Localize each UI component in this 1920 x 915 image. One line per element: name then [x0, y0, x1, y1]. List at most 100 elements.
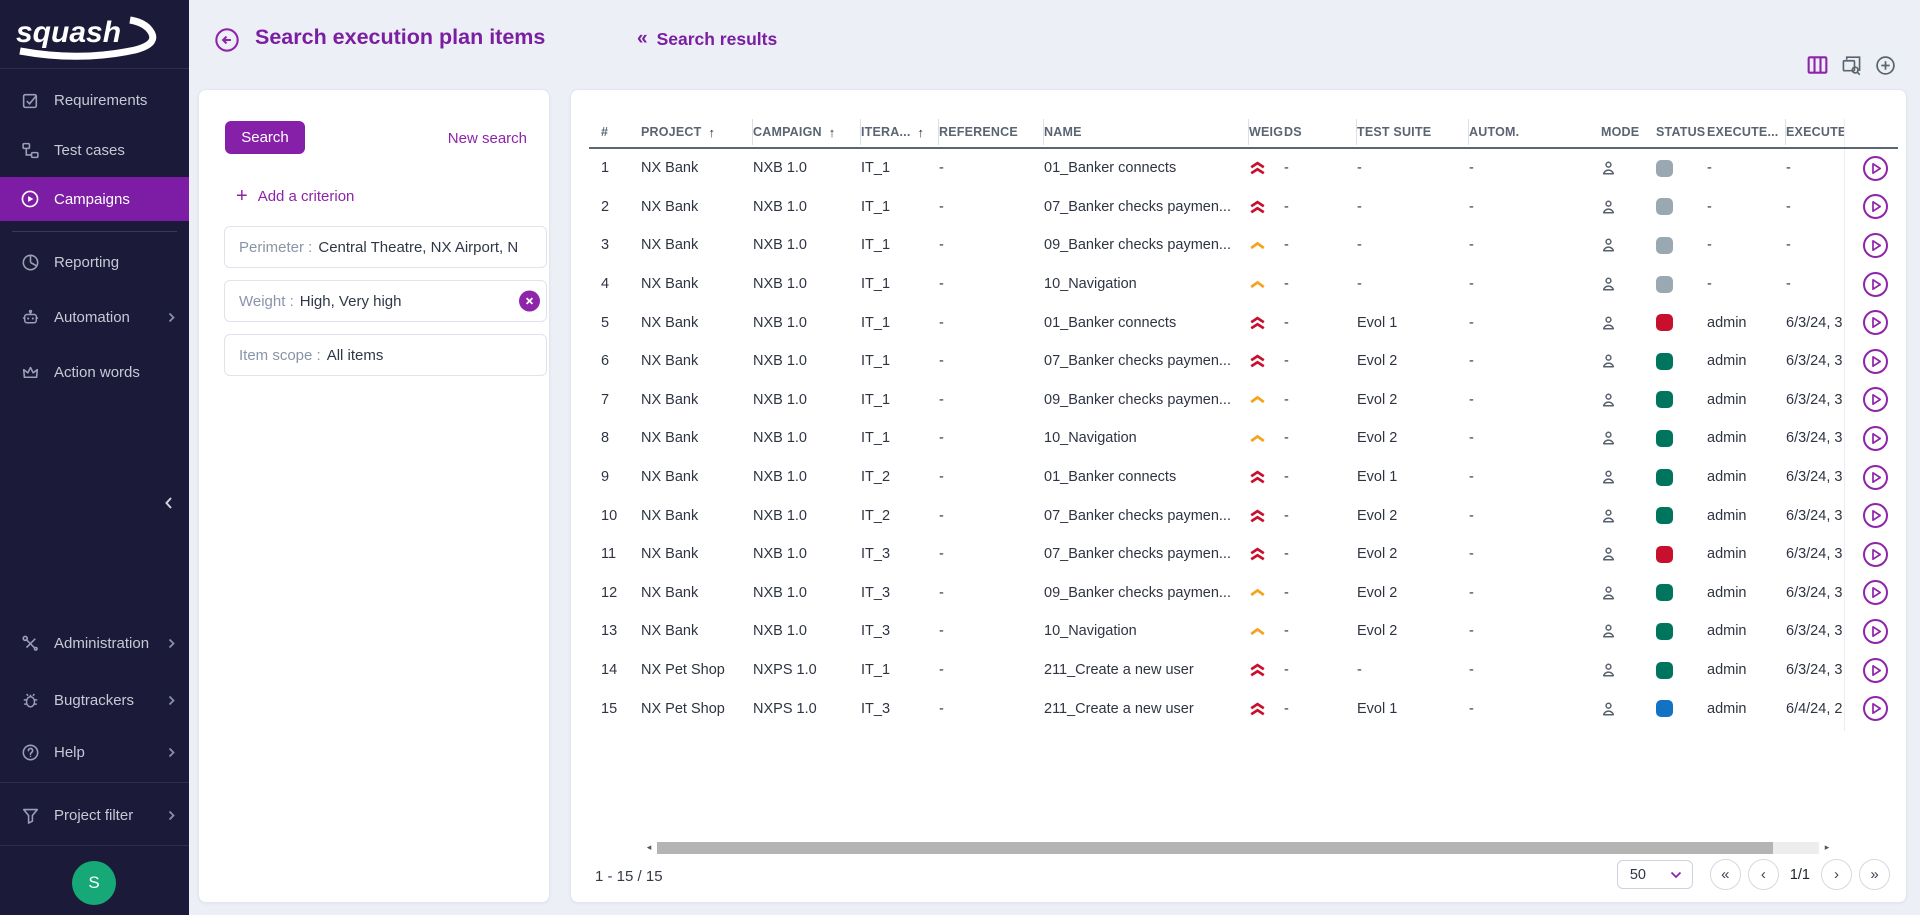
table-row[interactable]: 4NX BankNXB 1.0IT_1-10_Navigation----- — [571, 265, 1907, 304]
user-avatar[interactable]: S — [72, 861, 116, 905]
run-execution-button[interactable] — [1863, 233, 1888, 258]
collapse-sidebar-button[interactable] — [164, 496, 173, 510]
results-range-label: 1 - 15 / 15 — [595, 868, 663, 885]
sidebar-item-bugtrackers[interactable]: Bugtrackers — [0, 678, 189, 722]
sidebar-item-action-words[interactable]: Action words — [0, 350, 189, 394]
back-button[interactable] — [214, 27, 240, 53]
add-criterion-button[interactable]: + Add a criterion — [236, 186, 354, 206]
sidebar-item-requirements[interactable]: Requirements — [0, 78, 189, 122]
column-header-test-suite[interactable]: TEST SUITE — [1357, 119, 1469, 145]
run-execution-button[interactable] — [1863, 619, 1888, 644]
sidebar: squash Requirements Test cases Campaigns… — [0, 0, 189, 915]
header-spacer — [571, 119, 601, 145]
table-row[interactable]: 5NX BankNXB 1.0IT_1-01_Banker connects-E… — [571, 303, 1907, 342]
search-button[interactable]: Search — [225, 121, 305, 154]
cell-status — [1649, 391, 1707, 408]
column-header-itera[interactable]: ITERA...↑ — [861, 119, 939, 145]
sort-ascending-icon[interactable]: ↑ — [708, 125, 715, 140]
table-row[interactable]: 11NX BankNXB 1.0IT_3-07_Banker checks pa… — [571, 535, 1907, 574]
search-on-selection-icon[interactable] — [1840, 54, 1862, 76]
cell-executed-by: admin — [1707, 353, 1786, 369]
table-row[interactable]: 15NX Pet ShopNXPS 1.0IT_3-211_Create a n… — [571, 689, 1907, 728]
first-page-button[interactable]: « — [1710, 859, 1741, 890]
sidebar-item-project-filter[interactable]: Project filter — [0, 793, 189, 837]
search-results-link[interactable]: « Search results — [637, 28, 777, 50]
cell-test-name: 09_Banker checks paymen... — [1044, 237, 1249, 253]
play-icon — [1871, 200, 1882, 213]
column-header-execute[interactable]: EXECUTE... — [1707, 119, 1786, 145]
sidebar-item-automation[interactable]: Automation — [0, 295, 189, 339]
sidebar-item-campaigns[interactable]: Campaigns — [0, 177, 189, 221]
cell-campaign: NXB 1.0 — [753, 430, 861, 446]
cell-test-name: 10_Navigation — [1044, 623, 1249, 639]
table-row[interactable]: 8NX BankNXB 1.0IT_1-10_Navigation-Evol 2… — [571, 419, 1907, 458]
run-execution-button[interactable] — [1863, 349, 1888, 374]
table-row[interactable]: 13NX BankNXB 1.0IT_3-10_Navigation-Evol … — [571, 612, 1907, 651]
cell-datasets: - — [1284, 392, 1357, 408]
cell-campaign: NXB 1.0 — [753, 469, 861, 485]
configure-columns-button[interactable] — [1806, 54, 1828, 76]
scrollbar-track[interactable] — [657, 842, 1819, 854]
column-header-col[interactable]: # — [601, 119, 641, 145]
last-page-button[interactable]: » — [1859, 859, 1890, 890]
run-execution-button[interactable] — [1863, 387, 1888, 412]
column-header-autom[interactable]: AUTOM. — [1469, 119, 1593, 145]
new-search-link[interactable]: New search — [448, 130, 527, 147]
run-execution-button[interactable] — [1863, 503, 1888, 528]
column-header-mode[interactable]: MODE — [1593, 119, 1649, 145]
sidebar-item-test-cases[interactable]: Test cases — [0, 128, 189, 172]
sidebar-item-help[interactable]: Help — [0, 730, 189, 774]
sort-ascending-icon[interactable]: ↑ — [918, 125, 925, 140]
table-row[interactable]: 7NX BankNXB 1.0IT_1-09_Banker checks pay… — [571, 381, 1907, 420]
column-header-ds[interactable]: DS — [1284, 119, 1357, 145]
run-execution-button[interactable] — [1863, 310, 1888, 335]
scroll-left-arrow[interactable]: ◂ — [644, 842, 654, 853]
run-execution-button[interactable] — [1863, 272, 1888, 297]
table-row[interactable]: 14NX Pet ShopNXPS 1.0IT_1-211_Create a n… — [571, 651, 1907, 690]
column-header-project[interactable]: PROJECT↑ — [641, 119, 753, 145]
run-execution-button[interactable] — [1863, 156, 1888, 181]
add-button[interactable] — [1874, 54, 1896, 76]
run-execution-button[interactable] — [1863, 542, 1888, 567]
scrollbar-thumb[interactable] — [657, 842, 1773, 854]
scroll-right-arrow[interactable]: ▸ — [1822, 842, 1832, 853]
next-page-button[interactable]: › — [1821, 859, 1852, 890]
criterion-chip-weight[interactable]: Weight :High, Very high — [224, 280, 547, 322]
criterion-chip-item-scope[interactable]: Item scope :All items — [224, 334, 547, 376]
table-row[interactable]: 3NX BankNXB 1.0IT_1-09_Banker checks pay… — [571, 226, 1907, 265]
sort-ascending-icon[interactable]: ↑ — [829, 125, 836, 140]
table-row[interactable]: 10NX BankNXB 1.0IT_2-07_Banker checks pa… — [571, 496, 1907, 535]
run-execution-button[interactable] — [1863, 426, 1888, 451]
column-header-name[interactable]: NAME — [1044, 119, 1249, 145]
run-execution-button[interactable] — [1863, 580, 1888, 605]
column-header-status[interactable]: STATUS — [1649, 119, 1707, 145]
cell-test-name: 211_Create a new user — [1044, 701, 1249, 717]
run-execution-button[interactable] — [1863, 194, 1888, 219]
cell-iteration: IT_1 — [861, 662, 939, 678]
criterion-chip-perimeter[interactable]: Perimeter :Central Theatre, NX Airport, … — [224, 226, 547, 268]
page-size-select[interactable]: 50 — [1617, 860, 1693, 889]
add-criterion-label: Add a criterion — [258, 188, 355, 205]
previous-page-button[interactable]: ‹ — [1748, 859, 1779, 890]
cell-status — [1649, 469, 1707, 486]
column-header-reference[interactable]: REFERENCE — [939, 119, 1044, 145]
manual-mode-icon — [1601, 662, 1616, 678]
table-row[interactable]: 9NX BankNXB 1.0IT_2-01_Banker connects-E… — [571, 458, 1907, 497]
table-row[interactable]: 2NX BankNXB 1.0IT_1-07_Banker checks pay… — [571, 188, 1907, 227]
table-row[interactable]: 6NX BankNXB 1.0IT_1-07_Banker checks pay… — [571, 342, 1907, 381]
sidebar-item-administration[interactable]: Administration — [0, 621, 189, 665]
play-icon — [1871, 355, 1882, 368]
run-execution-button[interactable] — [1863, 465, 1888, 490]
cell-reference: - — [939, 469, 1044, 485]
run-execution-button[interactable] — [1863, 658, 1888, 683]
column-header-campaign[interactable]: CAMPAIGN↑ — [753, 119, 861, 145]
table-row[interactable]: 12NX BankNXB 1.0IT_3-09_Banker checks pa… — [571, 574, 1907, 613]
sidebar-item-reporting[interactable]: Reporting — [0, 240, 189, 284]
table-row[interactable]: 1NX BankNXB 1.0IT_1-01_Banker connects--… — [571, 149, 1907, 188]
cell-iteration: IT_1 — [861, 430, 939, 446]
column-header-weig[interactable]: WEIG... — [1249, 119, 1284, 145]
weight-high-icon — [1249, 241, 1266, 250]
run-execution-button[interactable] — [1863, 696, 1888, 721]
remove-criterion-button[interactable] — [519, 291, 540, 312]
cell-automation: - — [1469, 430, 1593, 446]
